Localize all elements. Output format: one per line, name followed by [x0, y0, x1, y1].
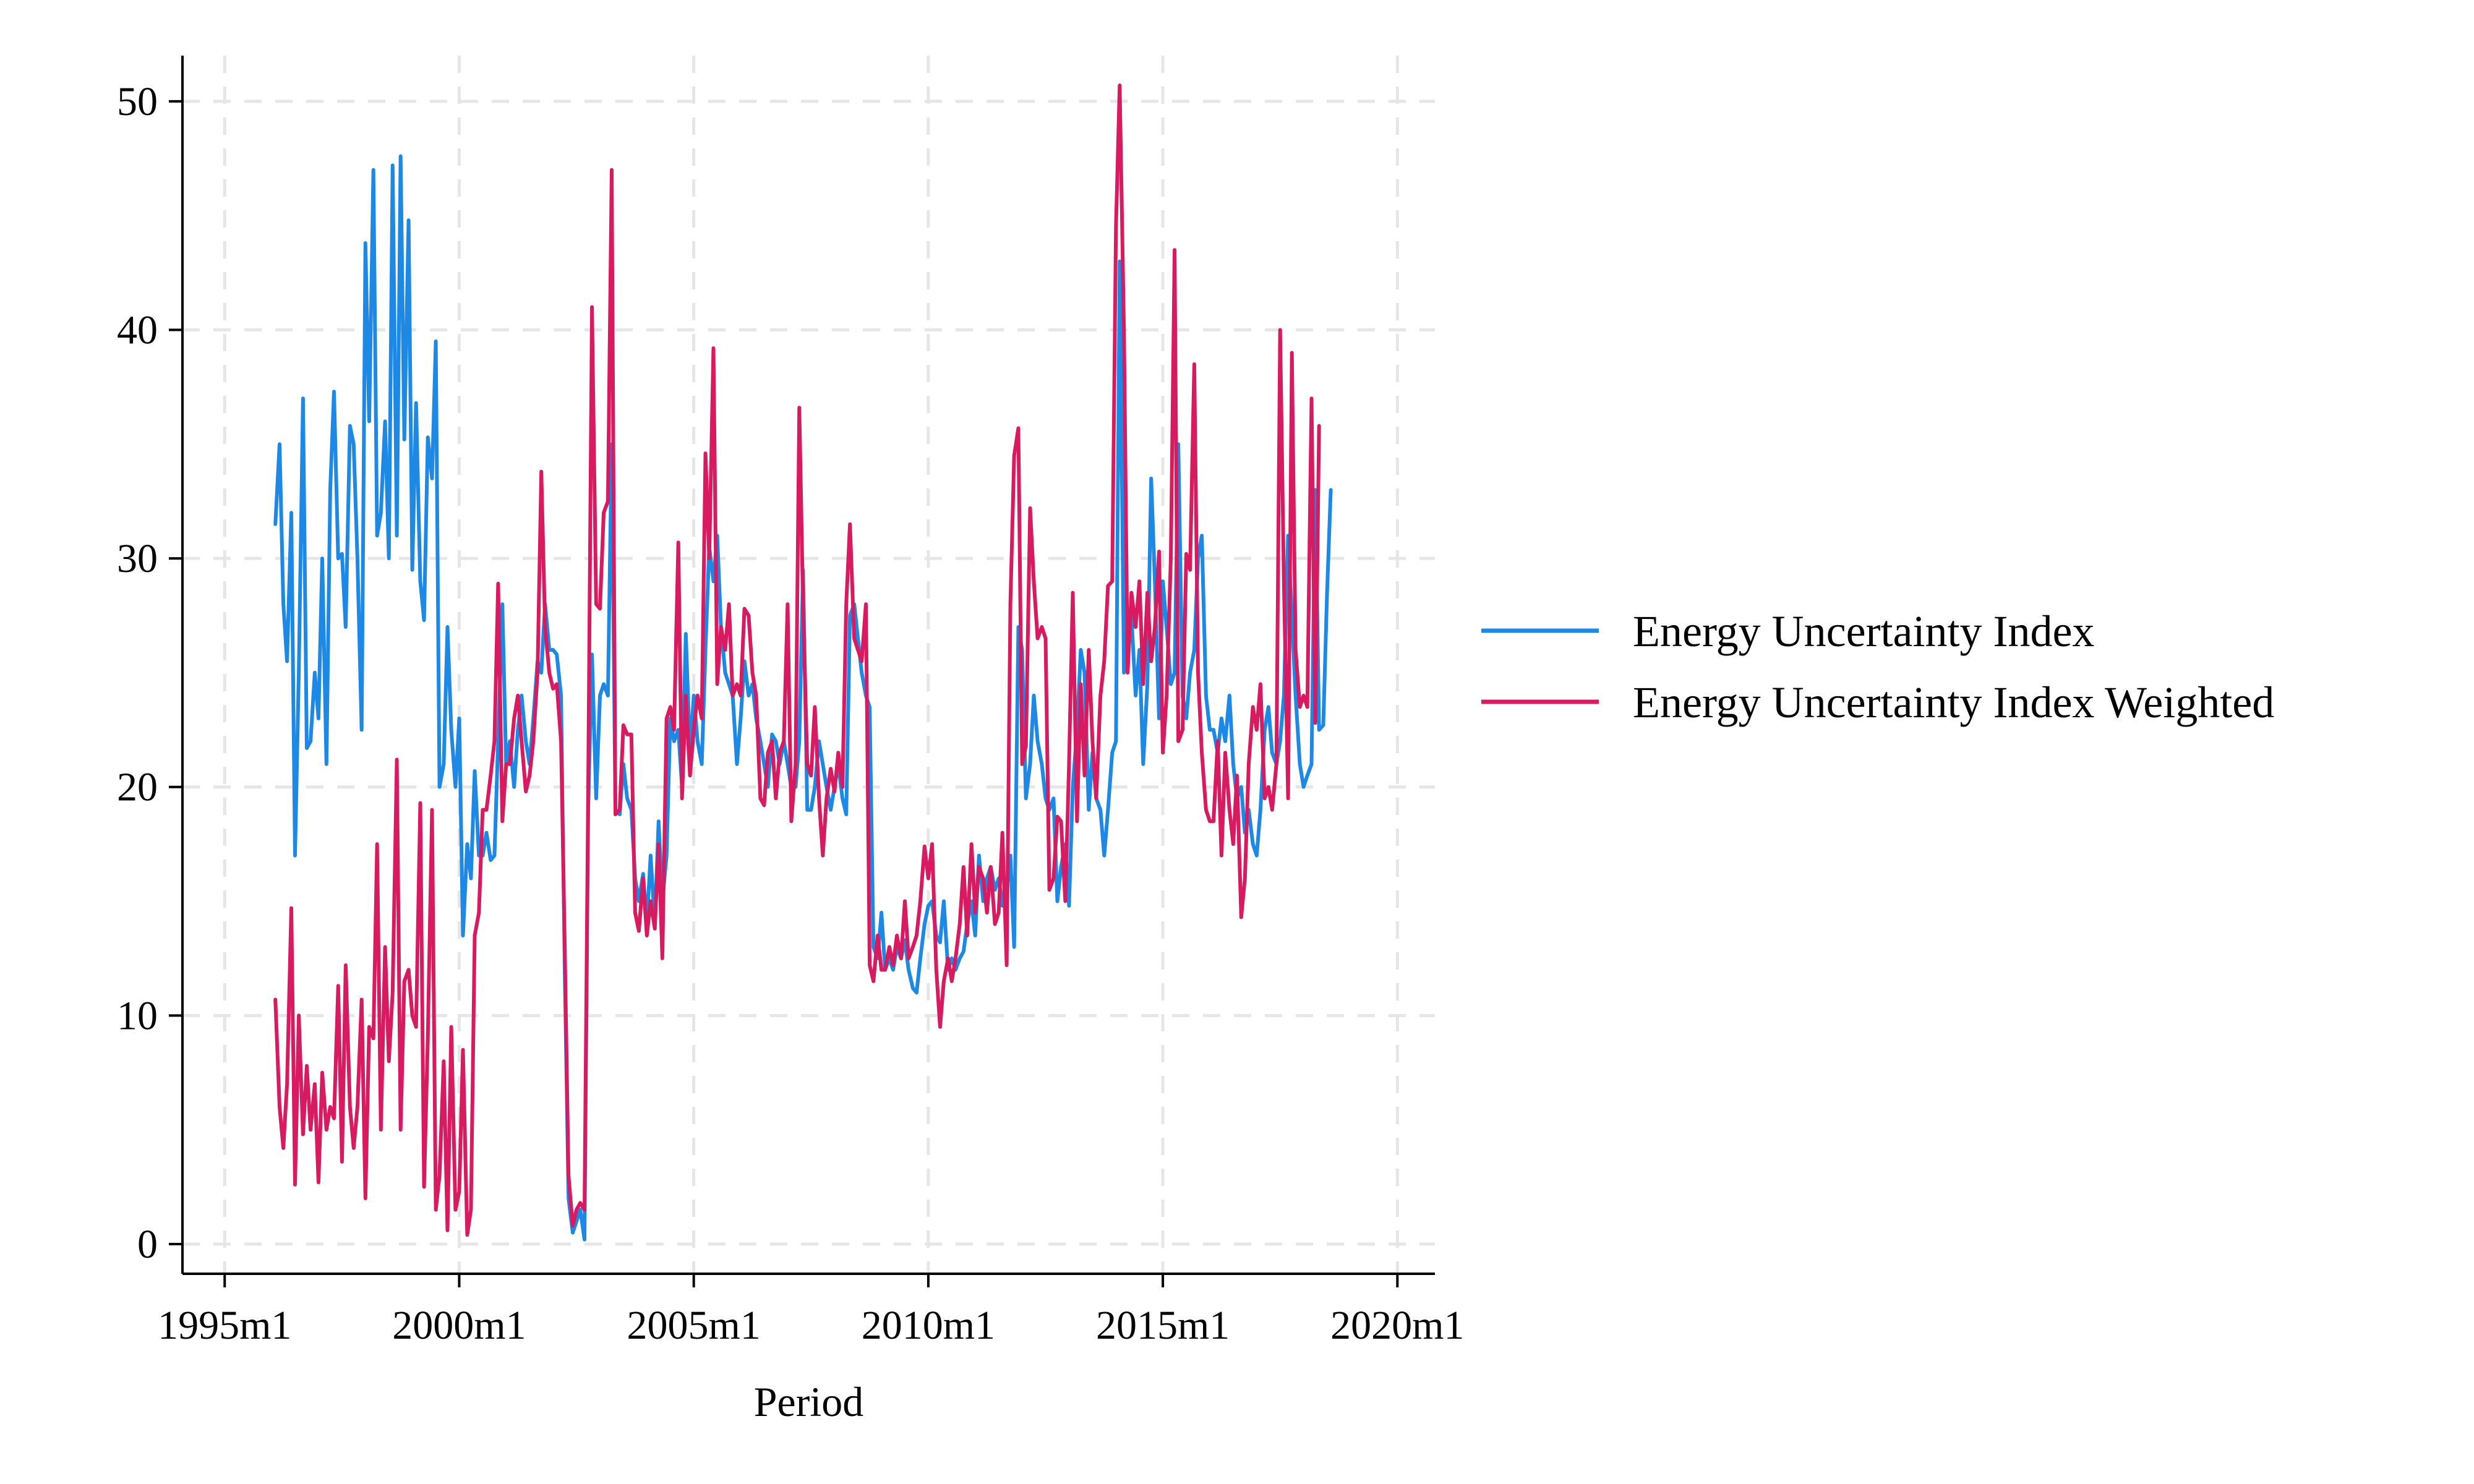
- y-tick-label: 40: [117, 308, 158, 353]
- series-lines: [273, 83, 1333, 1242]
- x-tick-label: 2010m1: [862, 1303, 995, 1348]
- y-tick-label: 0: [137, 1222, 158, 1267]
- legend-label-2: Energy Uncertainty Index Weighted: [1633, 678, 2274, 727]
- x-tick-label: 1995m1: [158, 1303, 291, 1348]
- y-tick-label: 50: [117, 79, 158, 124]
- y-tick-label: 30: [117, 536, 158, 581]
- legend: Energy Uncertainty Index Energy Uncertain…: [1481, 607, 2274, 727]
- x-tick-label: 2005m1: [627, 1303, 761, 1348]
- x-axis-title: Period: [754, 1378, 864, 1425]
- y-tick-label: 10: [117, 993, 158, 1038]
- y-tick-label: 20: [117, 765, 158, 810]
- x-tick-label: 2015m1: [1096, 1303, 1230, 1348]
- x-tick-label: 2020m1: [1330, 1303, 1464, 1348]
- x-tick-label: 2000m1: [392, 1303, 526, 1348]
- series-line-2: [273, 83, 1321, 1237]
- axes: 0 10 20 30 40 50 1995m1 2000m1 2005m1 2010m1 2015m…: [117, 56, 1464, 1348]
- legend-label-1: Energy Uncertainty Index: [1633, 607, 2094, 656]
- grid: [182, 56, 1435, 1274]
